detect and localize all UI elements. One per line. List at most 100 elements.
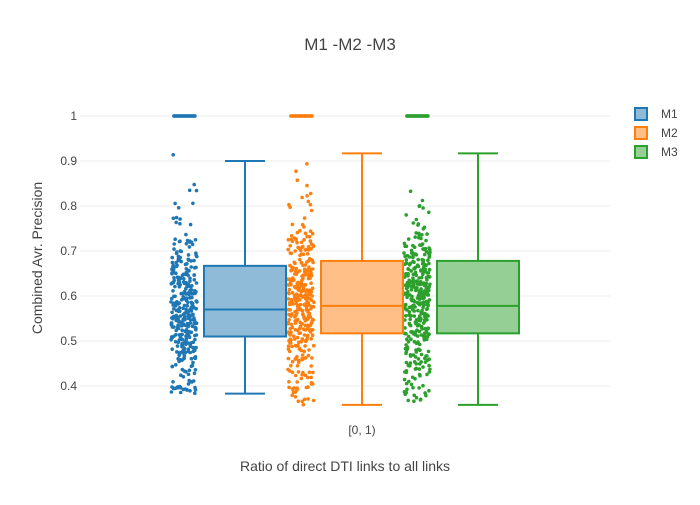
data-point — [296, 358, 301, 363]
data-point — [308, 229, 313, 233]
data-point — [289, 283, 293, 287]
data-point — [310, 382, 315, 386]
data-point — [405, 280, 410, 285]
data-point — [311, 398, 316, 403]
data-point — [293, 357, 298, 361]
data-point — [299, 260, 304, 265]
data-point — [188, 276, 192, 281]
data-point — [287, 380, 291, 384]
data-point — [188, 288, 192, 293]
data-point — [303, 282, 307, 287]
box-m2 — [320, 152, 404, 406]
data-point — [405, 253, 410, 258]
data-point — [309, 242, 314, 246]
data-point — [415, 263, 420, 268]
data-point — [290, 222, 295, 227]
data-point — [294, 302, 299, 306]
data-point — [415, 280, 420, 285]
data-point — [402, 377, 407, 382]
data-point — [295, 335, 300, 340]
data-point — [428, 367, 432, 372]
data-point — [295, 317, 300, 322]
data-point — [300, 222, 305, 227]
data-point — [405, 387, 409, 392]
x-ticks: [0, 1) — [348, 423, 375, 437]
data-point — [408, 354, 413, 358]
data-point — [177, 352, 182, 356]
data-point — [187, 245, 192, 249]
y-tick-label: 1 — [70, 109, 77, 123]
data-point — [410, 251, 415, 255]
data-point — [309, 336, 314, 341]
data-point — [404, 261, 409, 266]
data-point — [424, 354, 428, 358]
data-point — [184, 292, 188, 296]
data-point — [426, 288, 431, 292]
data-point — [306, 308, 310, 313]
data-point — [305, 260, 309, 264]
data-point — [310, 319, 315, 323]
data-point — [295, 388, 299, 392]
legend-item-m2[interactable]: M2 — [634, 126, 678, 140]
data-point — [174, 363, 178, 367]
data-point — [290, 344, 294, 349]
data-point — [192, 318, 197, 323]
data-point — [300, 337, 305, 341]
data-point — [178, 276, 183, 281]
data-point — [176, 326, 181, 331]
data-point — [295, 230, 300, 235]
data-point — [416, 340, 420, 344]
legend-item-m3[interactable]: M3 — [634, 145, 678, 159]
data-point — [421, 272, 425, 277]
data-point — [293, 261, 297, 266]
data-point — [287, 287, 292, 292]
x-axis-label: Ratio of direct DTI links to all links — [240, 458, 450, 474]
data-point — [190, 301, 195, 306]
data-point — [408, 317, 413, 322]
data-point — [305, 337, 309, 342]
data-point — [421, 383, 425, 388]
data-point — [406, 334, 411, 339]
data-point — [185, 303, 190, 308]
data-point — [176, 254, 181, 259]
data-point — [420, 294, 425, 299]
data-point — [422, 318, 427, 322]
legend-item-m1[interactable]: M1 — [634, 107, 678, 121]
data-point — [176, 309, 181, 313]
data-point — [417, 329, 422, 334]
data-point — [425, 232, 429, 236]
data-point — [172, 307, 176, 311]
data-point — [187, 292, 191, 297]
data-point — [188, 296, 192, 300]
data-point — [289, 322, 294, 327]
data-point — [414, 217, 419, 222]
data-point — [297, 269, 302, 273]
data-point — [305, 234, 309, 239]
data-point — [408, 261, 413, 266]
data-point — [409, 284, 414, 289]
data-point — [402, 251, 406, 255]
data-point — [286, 307, 291, 312]
data-point — [289, 234, 294, 238]
data-point — [425, 334, 430, 339]
data-point — [186, 316, 190, 321]
data-point — [301, 402, 306, 407]
data-point — [293, 315, 297, 319]
data-point — [189, 308, 194, 312]
data-point — [303, 344, 307, 348]
data-point — [416, 222, 421, 226]
data-point — [173, 237, 177, 241]
data-point — [304, 289, 309, 294]
data-point — [406, 237, 411, 241]
data-point — [422, 225, 427, 230]
data-point — [186, 313, 190, 318]
data-point — [306, 353, 311, 358]
data-point — [294, 299, 298, 303]
data-point — [286, 291, 291, 295]
data-point — [425, 313, 430, 317]
legend[interactable]: M1 M2 M3 — [634, 107, 678, 159]
data-point — [307, 348, 311, 352]
data-point — [304, 385, 309, 390]
data-point — [300, 322, 304, 326]
data-point — [172, 278, 176, 283]
